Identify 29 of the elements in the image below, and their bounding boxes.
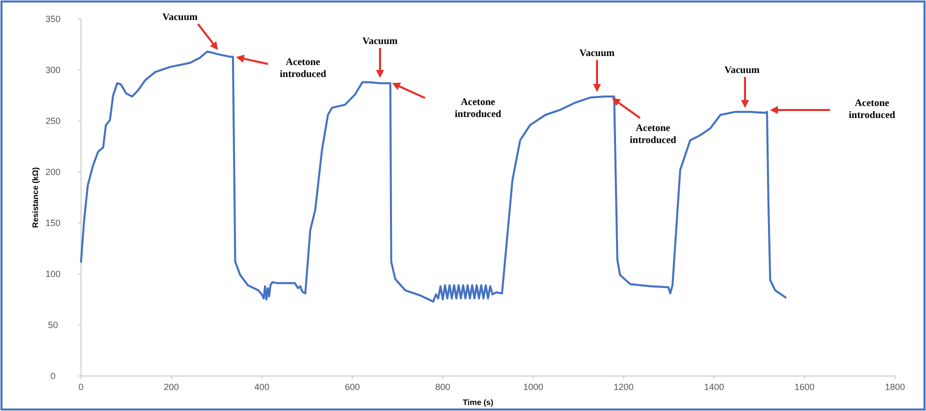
annotation: Acetone introduced bbox=[280, 57, 327, 80]
y-tick-label: 150 bbox=[45, 218, 61, 228]
y-tick-label: 100 bbox=[45, 269, 61, 279]
annotation: Vacuum bbox=[579, 48, 616, 59]
x-tick-label: 1200 bbox=[614, 382, 634, 392]
annotation: Acetone introduced bbox=[454, 97, 502, 120]
annotation: Vacuum bbox=[162, 12, 198, 23]
x-tick-label: 0 bbox=[78, 382, 84, 392]
y-tick-label: 250 bbox=[45, 116, 61, 126]
x-tick-label: 400 bbox=[254, 382, 270, 392]
x-tick-label: 800 bbox=[435, 382, 450, 392]
x-tick-label: 1800 bbox=[884, 382, 906, 392]
x-tick-label: 1000 bbox=[523, 382, 544, 392]
x-tick-label: 600 bbox=[344, 382, 360, 392]
annotation: Acetone introduced bbox=[630, 123, 677, 146]
x-tick-label: 1600 bbox=[794, 382, 815, 392]
annotation: Acetone introduced bbox=[848, 98, 896, 121]
y-tick-label: 350 bbox=[45, 14, 61, 24]
y-tick-label: 300 bbox=[45, 65, 61, 75]
annotation: Vacuum bbox=[362, 36, 398, 47]
y-tick-label: 0 bbox=[50, 371, 56, 381]
x-axis-title: Time (s) bbox=[462, 398, 494, 407]
x-tick-label: 1400 bbox=[704, 382, 724, 392]
annotation: Vacuum bbox=[724, 65, 760, 76]
x-tick-label: 200 bbox=[164, 382, 179, 392]
line-series bbox=[80, 50, 787, 303]
y-axis-title: Resistance (kΩ) bbox=[31, 166, 40, 228]
y-tick-label: 200 bbox=[45, 167, 61, 177]
y-tick-label: 50 bbox=[48, 320, 58, 330]
